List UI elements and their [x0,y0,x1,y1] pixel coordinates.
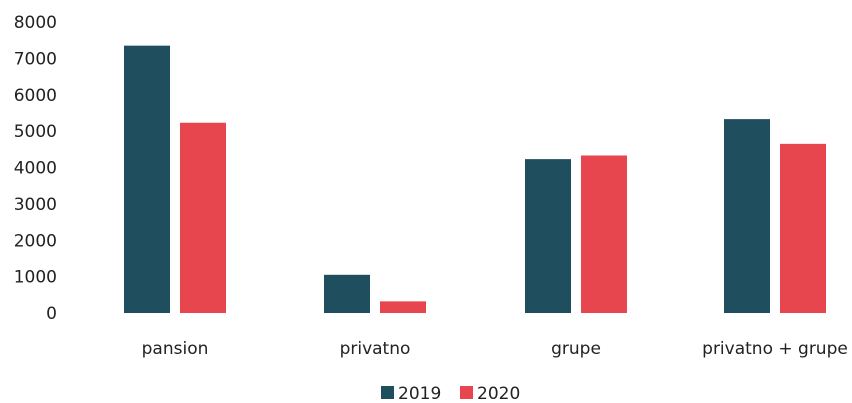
bar-2019-grupe [525,159,571,313]
y-tick-label: 2000 [14,231,57,251]
x-category-label: privatno + grupe [702,339,848,359]
y-tick-label: 7000 [14,49,57,69]
legend-swatch-2020 [460,386,473,399]
legend-label-2020: 2020 [477,384,520,403]
y-tick-label: 6000 [14,86,57,106]
bar-2020-privatno [380,301,426,313]
bar-2019-privatno [324,274,370,313]
x-category-label: pansion [142,339,209,359]
y-tick-label: 5000 [14,122,57,142]
legend-label-2019: 2019 [398,384,441,403]
bar-2020-privatno-grupe [780,143,826,313]
bars [124,45,826,314]
y-tick-label: 8000 [14,13,57,33]
y-tick-label: 3000 [14,195,57,215]
y-axis: 0 1000 2000 3000 4000 5000 6000 7000 8000 [14,13,57,324]
bar-2019-privatno-grupe [724,119,770,313]
x-category-label: privatno [340,339,411,359]
y-tick-label: 0 [46,304,57,324]
bar-2020-grupe [581,155,627,313]
y-tick-label: 1000 [14,268,57,288]
y-tick-label: 4000 [14,159,57,179]
x-category-label: grupe [551,339,601,359]
bar-2019-pansion [124,45,170,314]
x-axis: pansion privatno grupe privatno + grupe [142,339,848,359]
bar-2020-pansion [180,122,226,313]
legend-swatch-2019 [381,386,394,399]
legend: 2019 2020 [381,384,520,403]
